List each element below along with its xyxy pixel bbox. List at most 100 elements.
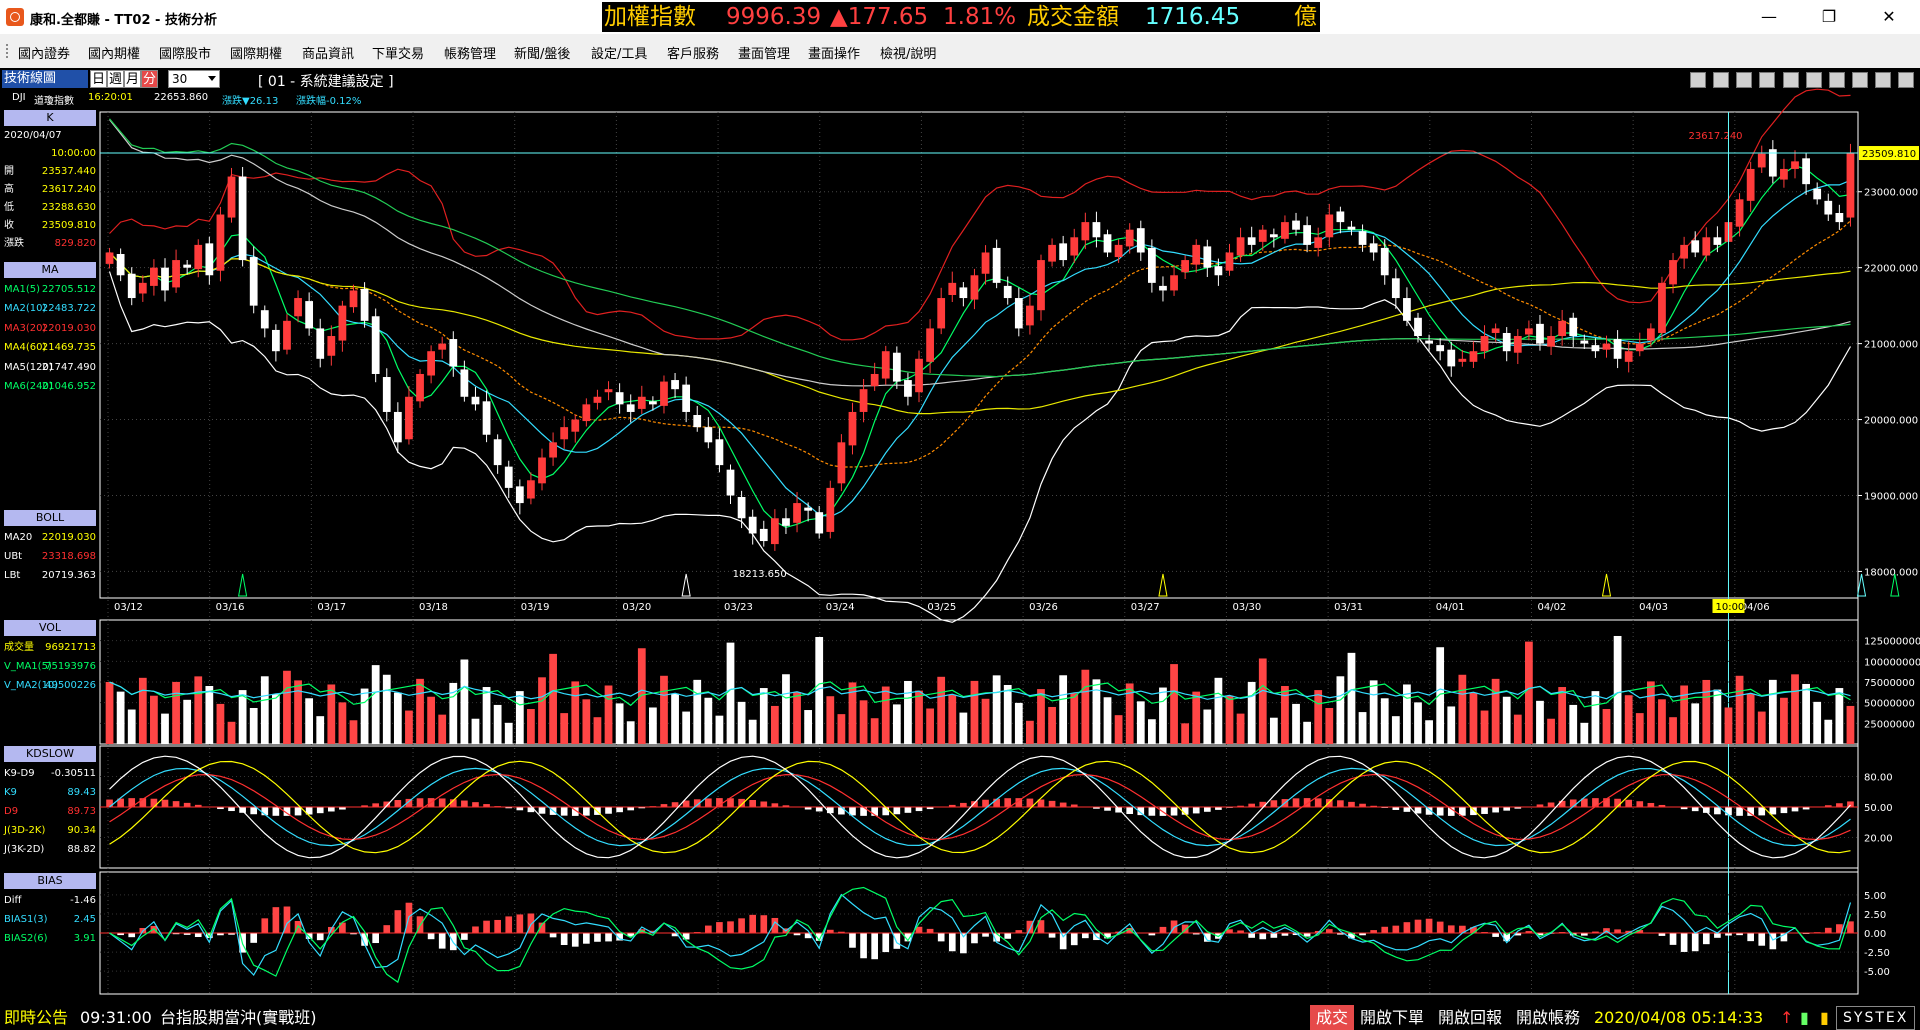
kd-diff-bar (128, 798, 136, 807)
kd-diff-bar (1791, 807, 1799, 812)
period-day-button[interactable]: 日 (90, 70, 107, 88)
open-report-button[interactable]: 開啟回報 (1438, 1008, 1503, 1027)
kd-diff-bar (1115, 807, 1122, 813)
save-icon[interactable] (1851, 72, 1868, 88)
period-month-button[interactable]: 月 (124, 70, 141, 88)
bias-diff-bar (1048, 933, 1056, 938)
open-order-button[interactable]: 開啟下單 (1360, 1008, 1425, 1027)
menu-order-trading[interactable]: 下單交易 (372, 47, 425, 62)
kd-diff-bar (1725, 807, 1732, 816)
candle-body (682, 384, 691, 412)
kd-diff-bar (1104, 807, 1111, 811)
bias-diff-bar (1536, 933, 1544, 936)
menu-screen-ops[interactable]: 畫面操作 (808, 47, 861, 62)
price-tick-label: 21000.000 (1864, 340, 1918, 351)
kd-diff-bar (1470, 807, 1477, 816)
menu-view-help[interactable]: 檢視/說明 (880, 47, 937, 62)
print-icon[interactable] (1874, 72, 1891, 88)
kd-diff-bar (1802, 807, 1810, 810)
bias-diff-bar (1126, 927, 1134, 933)
setting-label[interactable]: [ 01 - 系統建議設定 ] (258, 74, 394, 90)
menu-bar: 國內證券 國內期權 國際股市 國際期權 商品資訊 下單交易 帳務管理 新聞/盤後… (0, 34, 1920, 69)
kd-diff-bar (1647, 802, 1655, 807)
search-icon[interactable] (1782, 72, 1799, 88)
menu-domestic-futures[interactable]: 國內期權 (88, 47, 141, 62)
close-panel-icon[interactable] (1898, 72, 1914, 88)
candle-body (815, 512, 824, 534)
menu-product-info[interactable]: 商品資訊 (302, 47, 355, 62)
crosshair-icon[interactable] (1690, 72, 1707, 88)
menu-intl-stocks[interactable]: 國際股市 (159, 47, 212, 62)
notice-text[interactable]: 台指股期當沖(實戰班) (160, 1008, 317, 1027)
kd-value: 89.43 (67, 787, 96, 798)
vol-bar (271, 694, 280, 744)
kd-diff-bar (394, 800, 402, 807)
bias-diff-bar (1492, 933, 1499, 937)
vol-bar (183, 699, 192, 744)
window-title: 康和.全都賺 - TT02 - 技術分析 (30, 13, 217, 28)
vol-value: 75193976 (45, 661, 96, 672)
ma-value-row: MA2(10) 22483.722 (4, 301, 98, 317)
low-annotation: 18213.650 (733, 569, 787, 580)
menu-screen-mgmt[interactable]: 畫面管理 (738, 47, 791, 62)
menu-domestic-securities[interactable]: 國內證券 (18, 47, 71, 62)
minimize-button[interactable]: — (1761, 7, 1777, 26)
candle-body (1103, 234, 1112, 253)
vol-bar (138, 677, 147, 744)
vol-bar (1336, 676, 1345, 744)
kd-diff-bar (926, 807, 934, 810)
vol-tick-label: 125000000 (1864, 637, 1920, 648)
vol-bar (1613, 635, 1622, 744)
add-icon[interactable] (1759, 72, 1776, 88)
bias-diff-bar (1359, 933, 1366, 936)
menu-settings-tools[interactable]: 設定/工具 (591, 47, 648, 62)
candle-body (560, 427, 569, 440)
interval-select[interactable]: 30 (168, 70, 220, 88)
candle-body (782, 518, 790, 526)
k-value-label: 漲跌 (4, 238, 24, 249)
zoom-in-icon[interactable] (1736, 72, 1753, 88)
trade-button[interactable]: 成交 (1310, 1005, 1355, 1030)
kd-diff-bar (1836, 803, 1843, 807)
kd-diff-bar (1192, 807, 1200, 814)
vol-bar (1646, 681, 1655, 744)
notice-label[interactable]: 即時公告 (4, 1008, 69, 1027)
candle-body (427, 351, 435, 376)
menu-customer-service[interactable]: 客戶服務 (667, 47, 720, 62)
menu-intl-futures[interactable]: 國際期權 (230, 47, 283, 62)
vol-bar (305, 698, 314, 744)
bias-diff-bar (826, 929, 834, 933)
ma-value: 21046.952 (41, 380, 96, 392)
zoom-out-icon[interactable] (1713, 72, 1730, 88)
candle-body (161, 267, 169, 291)
candle-body (1136, 228, 1145, 253)
kd-diff-bar (1503, 807, 1511, 811)
vol-bar (1070, 693, 1079, 744)
vol-bar (1702, 679, 1711, 744)
maximize-button[interactable]: ❐ (1821, 7, 1837, 26)
candle-body (571, 419, 580, 432)
menu-news[interactable]: 新聞/盤後 (514, 47, 571, 62)
chart-toolbar (0, 68, 1920, 108)
bias-diff-bar (1348, 933, 1355, 939)
technical-chart[interactable]: 03/12 03/16 03/17 03/18 03/19 03/20 03/23 03/24… (0, 0, 1920, 1005)
open-account-button[interactable]: 開啟帳務 (1516, 1008, 1581, 1027)
candle-body (271, 329, 280, 352)
kd-diff-bar (1325, 799, 1333, 807)
bias-value-label: BIAS2(6) (4, 933, 48, 944)
window-icon[interactable] (1828, 72, 1845, 88)
signal-triangle-icon (1890, 573, 1900, 597)
menu-account-mgmt[interactable]: 帳務管理 (444, 47, 497, 62)
candle-body (1014, 298, 1023, 329)
kd-diff-bar (616, 807, 623, 813)
ma-value: 21747.490 (41, 361, 96, 373)
period-week-button[interactable]: 週 (107, 70, 124, 88)
close-button[interactable]: ✕ (1882, 7, 1896, 26)
candle-body (1347, 226, 1356, 230)
kd-diff-bar (361, 805, 368, 807)
bias-value: -1.46 (70, 895, 96, 906)
candle-body (471, 396, 480, 405)
magnify-icon[interactable] (1805, 72, 1822, 88)
period-minute-button[interactable]: 分 (141, 70, 158, 88)
candle-body (194, 244, 203, 270)
